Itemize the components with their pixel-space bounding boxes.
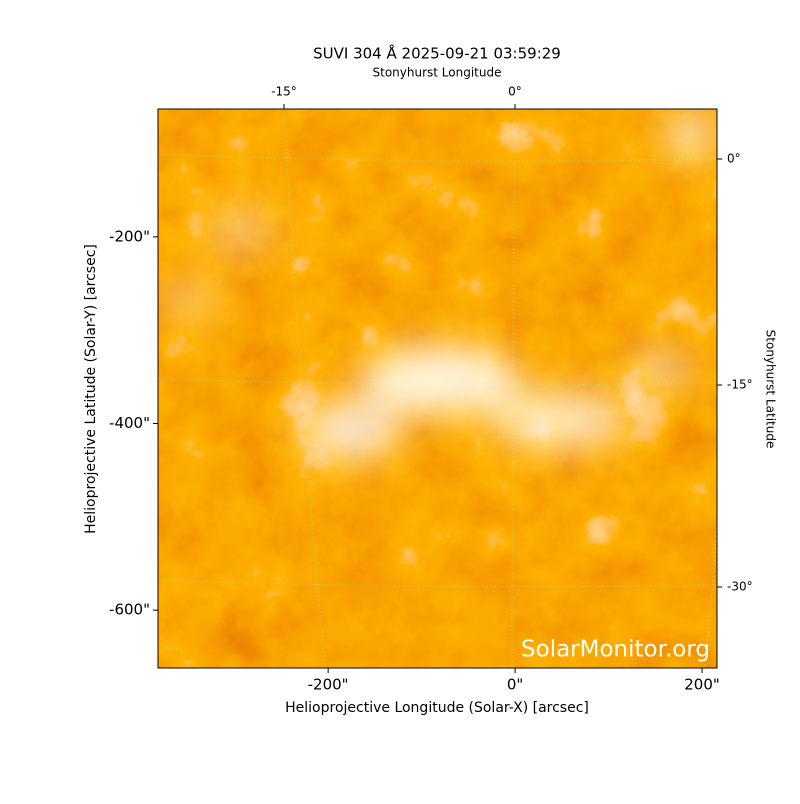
top-axis-label: Stonyhurst Longitude — [373, 66, 502, 80]
y-tick-label: -600" — [109, 601, 150, 619]
top-tick-label: -15° — [271, 85, 297, 99]
chart-title: SUVI 304 Å 2025-09-21 03:59:29 — [313, 44, 561, 63]
y-tick-label: -400" — [109, 414, 150, 432]
right-tick-label: -15° — [727, 378, 753, 392]
right-axis-label: Stonyhurst Latitude — [764, 330, 778, 449]
x-tick-label: 0" — [507, 676, 523, 694]
x-axis-label: Helioprojective Longitude (Solar-X) [arc… — [285, 700, 589, 716]
plot-frame — [157, 108, 718, 669]
right-tick-label: -30° — [727, 580, 753, 594]
right-tick-label: 0° — [727, 152, 741, 166]
top-tick-label: 0° — [508, 85, 522, 99]
y-tick-label: -200" — [109, 227, 150, 245]
x-tick-label: -200" — [308, 676, 349, 694]
solar-image: SolarMonitor.org — [158, 109, 717, 668]
x-tick-label: 200" — [684, 676, 720, 694]
y-axis-label: Helioprojective Latitude (Solar-Y) [arcs… — [83, 244, 99, 534]
watermark: SolarMonitor.org — [521, 637, 710, 663]
